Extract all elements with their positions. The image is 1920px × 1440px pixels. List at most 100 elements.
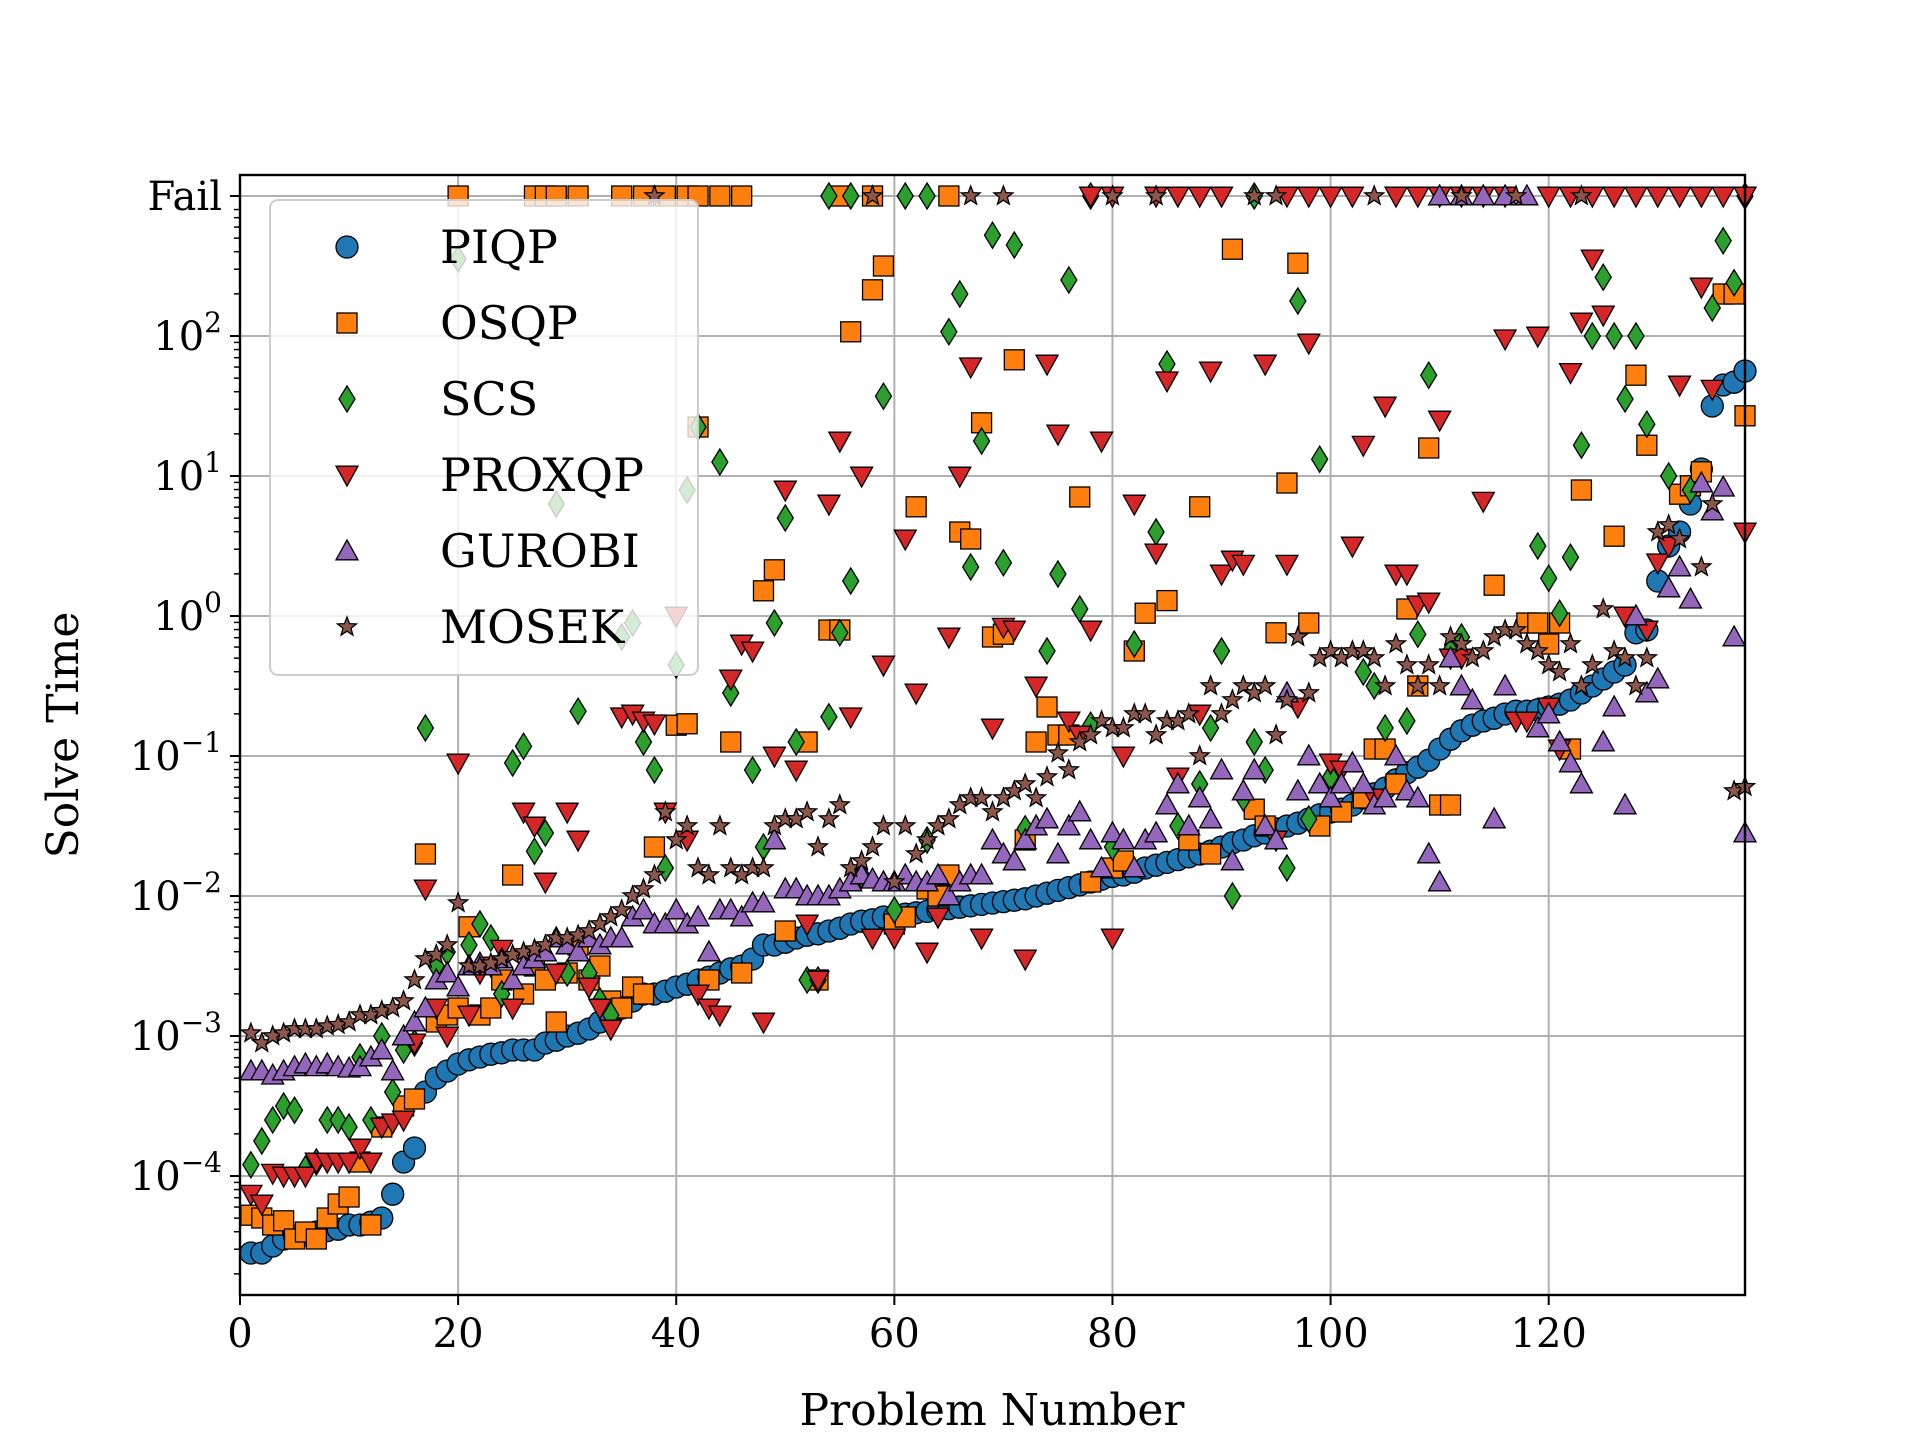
proxqp-point — [969, 928, 994, 951]
mosek-point — [1613, 646, 1637, 668]
osqp-point — [731, 962, 753, 984]
mosek-point — [1297, 681, 1321, 703]
scs-point — [1354, 657, 1373, 687]
gurobi-point — [413, 995, 438, 1018]
gurobi-point — [565, 939, 591, 962]
scs-point — [1365, 671, 1383, 701]
mosek-point — [1221, 688, 1244, 710]
scs-point — [820, 702, 838, 732]
gurobi-point — [1122, 855, 1147, 878]
proxqp-point — [914, 942, 940, 965]
proxqp-point — [805, 970, 831, 993]
scs-point — [961, 552, 980, 582]
osqp-point — [360, 1214, 382, 1236]
proxqp-point — [598, 1019, 623, 1042]
gurobi-point — [784, 876, 809, 899]
proxqp-point — [740, 641, 765, 664]
osqp-point — [1603, 525, 1625, 547]
mosek-point — [1657, 513, 1680, 535]
piqp-point — [381, 1182, 405, 1206]
proxqp-point — [882, 928, 907, 951]
mosek-point — [904, 842, 928, 864]
mosek-point — [1559, 632, 1582, 654]
scs-point — [841, 566, 860, 596]
gurobi-point — [1296, 743, 1321, 766]
proxqp-point — [1558, 362, 1583, 385]
scs-point — [263, 1105, 282, 1135]
scs-point — [972, 426, 991, 456]
mosek-point — [719, 856, 743, 878]
mosek-point — [1548, 660, 1571, 682]
gurobi-point — [380, 1058, 405, 1081]
proxqp-point — [707, 1005, 732, 1028]
gurobi-point — [1678, 586, 1703, 609]
mosek-point — [1112, 716, 1135, 738]
proxqp-point — [773, 480, 798, 503]
scs-point — [896, 181, 915, 211]
proxqp-point — [1405, 186, 1430, 209]
gurobi-point — [1253, 813, 1278, 836]
gurobi-point — [969, 862, 994, 885]
scs-point — [951, 279, 969, 309]
proxqp-point — [849, 466, 874, 489]
y-tick-label: 102 — [153, 306, 222, 360]
scs-point — [1278, 853, 1296, 883]
mosek-point — [686, 856, 710, 878]
y-tick-exponent: 0 — [204, 586, 222, 619]
x-tick-label: 80 — [1087, 1311, 1138, 1357]
scs-point — [1529, 531, 1547, 561]
gurobi-point — [1438, 645, 1463, 668]
gurobi-point — [402, 1009, 427, 1032]
gurobi-point — [1100, 820, 1125, 843]
y-tick-base: 10 — [130, 734, 181, 780]
proxqp-point — [893, 529, 918, 552]
osqp-point — [676, 713, 698, 735]
gurobi-point — [369, 1037, 394, 1060]
proxqp-point — [1580, 249, 1605, 272]
scs-point — [918, 181, 936, 211]
scs-point — [1616, 384, 1634, 414]
proxqp-point — [533, 872, 558, 895]
gurobi-point — [1056, 813, 1081, 836]
proxqp-point — [358, 1152, 383, 1175]
proxqp-point — [1198, 361, 1223, 384]
mosek-point — [1024, 786, 1048, 808]
mosek-point — [1591, 597, 1615, 619]
proxqp-point — [413, 879, 438, 902]
osqp-point — [501, 864, 524, 886]
proxqp-point — [1253, 354, 1278, 377]
gurobi-point — [1416, 841, 1441, 864]
proxqp-point — [1013, 949, 1038, 972]
gurobi-point — [1558, 750, 1583, 773]
mosek-point — [883, 870, 906, 892]
scs-point — [721, 678, 740, 708]
gurobi-point — [1034, 806, 1060, 829]
y-tick-exponent: −2 — [181, 866, 222, 899]
osqp-point — [938, 185, 960, 207]
x-tick-label: 100 — [1292, 1311, 1368, 1357]
gurobi-point — [980, 827, 1005, 850]
mosek-point — [1450, 632, 1473, 654]
proxqp-point — [1209, 186, 1234, 209]
mosek-point — [981, 800, 1004, 822]
osqp-point — [731, 185, 753, 207]
mosek-point — [1602, 639, 1626, 661]
mosek-point — [1570, 184, 1593, 206]
osqp-point — [545, 1011, 567, 1033]
mosek-point — [1504, 618, 1528, 640]
gurobi-point — [1242, 757, 1267, 780]
gurobi-point — [1209, 757, 1234, 780]
proxqp-point — [816, 494, 842, 517]
x-tick-label: 0 — [227, 1311, 252, 1357]
scs-point — [1605, 321, 1623, 351]
scs-point — [569, 696, 587, 726]
proxqp-point — [1002, 620, 1027, 643]
scs-point — [885, 895, 904, 925]
osqp-point — [480, 997, 502, 1019]
x-tick-label: 60 — [869, 1311, 920, 1357]
y-tick-base: 10 — [153, 594, 204, 640]
gurobi-point — [1045, 841, 1071, 864]
proxqp-point — [1492, 329, 1518, 352]
scs-point — [994, 548, 1013, 578]
